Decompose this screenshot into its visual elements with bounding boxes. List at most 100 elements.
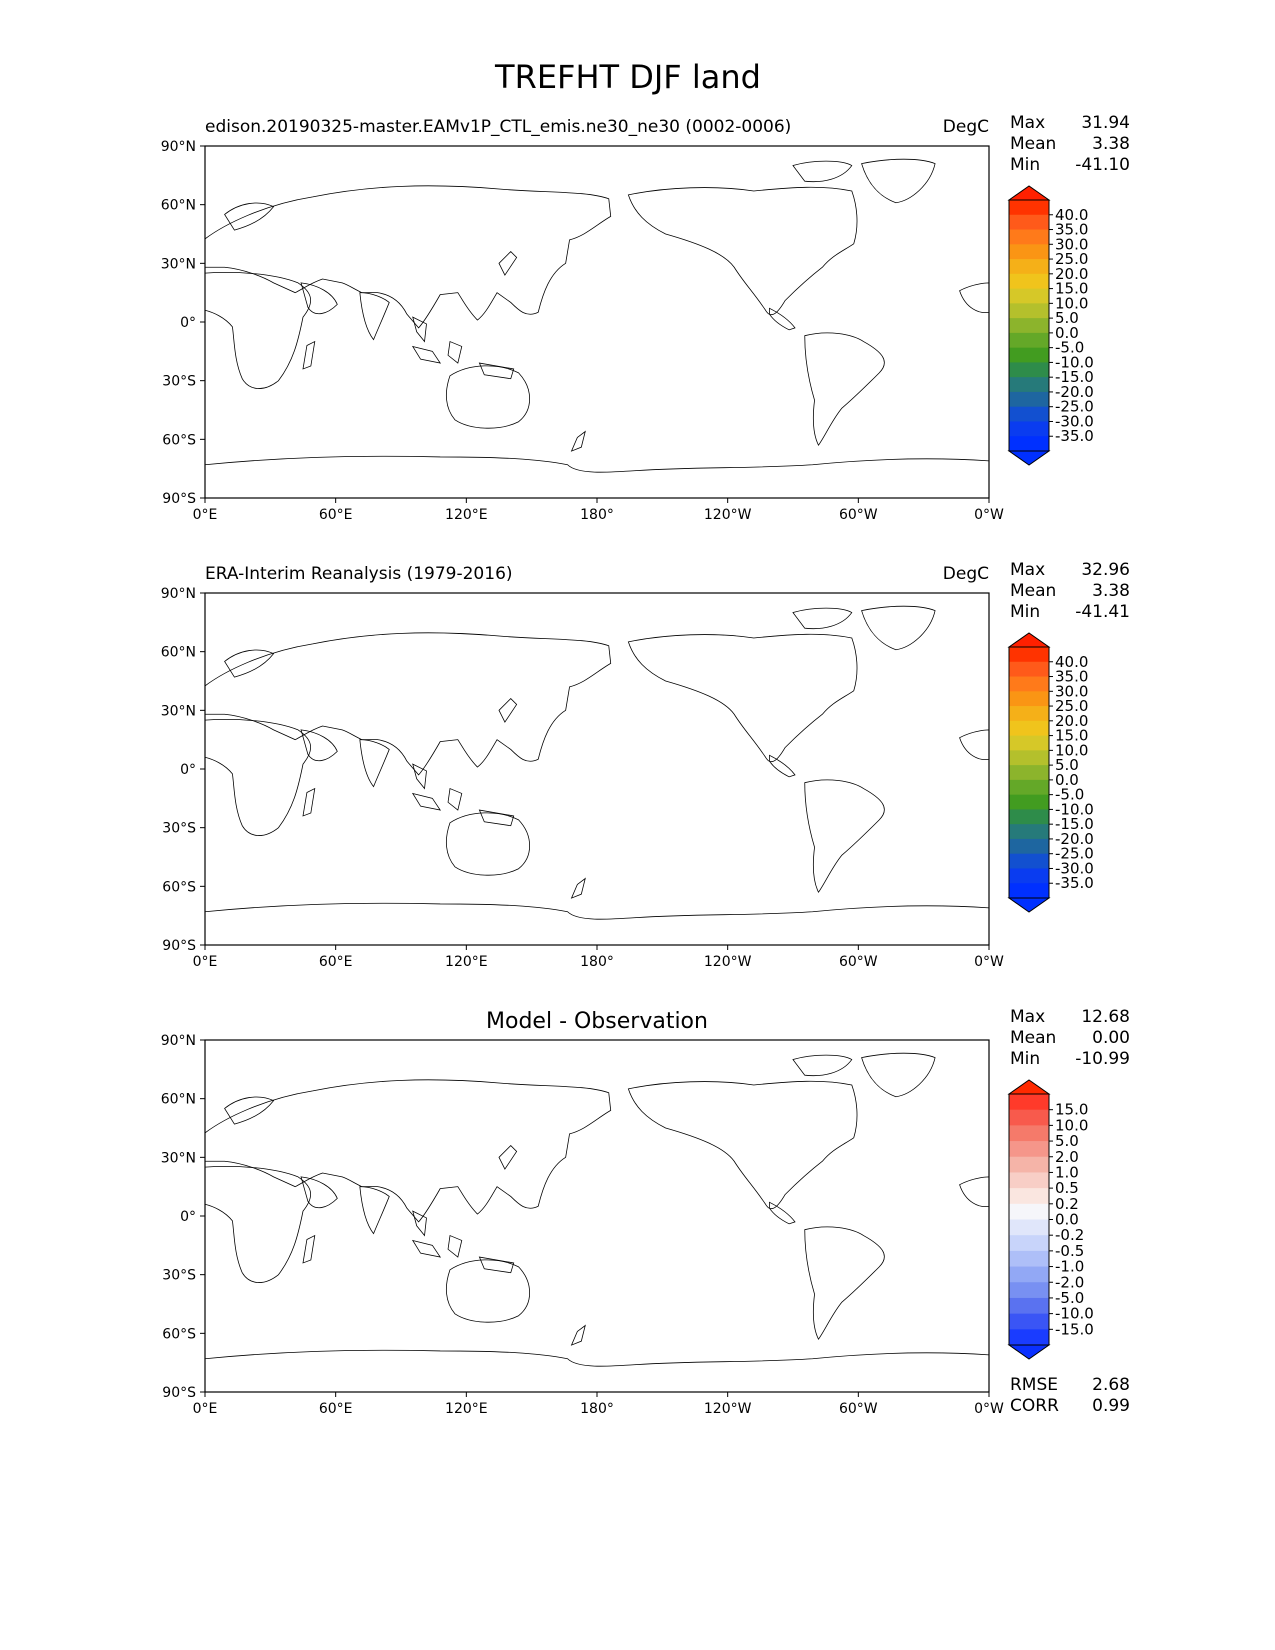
colorbar-tick-label: 15.0 [1055,727,1088,745]
colorbar-segment [1009,1250,1049,1268]
panel-model: edison.20190325-master.EAMv1P_CTL_emis.n… [161,113,1130,523]
colorbar-segment [1009,318,1049,334]
metric-corr-value: 0.99 [1092,1396,1130,1416]
colorbar-segment [1009,1219,1049,1236]
colorbar-segment [1009,691,1049,707]
colorbar-segment [1009,706,1049,722]
colorbar-tick-label: -20.0 [1055,383,1094,401]
stat-mean-value: 0.00 [1092,1028,1130,1048]
lon-tick-label: 180° [580,954,614,970]
metric-rmse-value: 2.68 [1092,1375,1130,1395]
colorbar-over-extension [1007,632,1051,648]
colorbar-segment [1009,1235,1049,1252]
colorbar-segment [1009,436,1049,452]
colorbar-frame [1008,199,1050,452]
colorbar-segment [1009,377,1049,393]
colorbar-segment [1009,288,1049,304]
colorbar-tick-label: 0.5 [1055,1179,1079,1197]
colorbar-tick-label: 0.2 [1055,1195,1079,1213]
colorbar-under-extension [1007,1344,1051,1360]
colorbar-tick-label: 5.0 [1055,756,1079,774]
colorbar-segment [1009,868,1049,884]
colorbar-tick-label: -0.5 [1055,1242,1084,1260]
map-background [205,593,989,945]
lat-tick-label: 90°N [161,586,196,602]
colorbar-segment [1009,1156,1049,1173]
colorbar-segment [1009,214,1049,231]
lat-tick-label: 30°S [162,374,196,390]
panel-units-label: DegC [943,564,989,584]
lon-tick-label: 60°E [319,1401,353,1417]
lon-tick-label: 0°W [974,507,1004,523]
lon-tick-label: 120°W [704,954,752,970]
colorbar-tick-label: -1.0 [1055,1258,1084,1276]
stat-min-label: Min [1010,602,1040,622]
lon-tick-label: 0°W [974,954,1004,970]
colorbar-tick-label: 10.0 [1055,294,1088,312]
colorbar-tick-label: 0.0 [1055,771,1079,789]
colorbar-tick-label: 20.0 [1055,265,1088,283]
panel-left-label: ERA-Interim Reanalysis (1979-2016) [205,564,513,584]
colorbar-tick-label: -15.0 [1055,1320,1094,1338]
stat-mean-label: Mean [1010,134,1056,154]
colorbar-tick-label: -15.0 [1055,368,1094,386]
colorbar-tick-label: -30.0 [1055,412,1094,430]
lon-tick-label: 0°E [193,1401,218,1417]
colorbar-tick-label: -0.2 [1055,1226,1084,1244]
colorbar-segment [1009,1313,1049,1330]
panel-units-label: DegC [943,117,989,137]
colorbar-segment [1009,809,1049,825]
lat-tick-label: 60°N [161,198,196,214]
colorbar-tick-label: 40.0 [1055,206,1088,224]
lon-tick-label: 0°W [974,1401,1004,1417]
lat-tick-label: 60°N [161,645,196,661]
colorbar-segment [1009,259,1049,275]
colorbar-tick-label: 25.0 [1055,250,1088,268]
stat-min-value: -41.41 [1075,602,1130,622]
colorbar-tick-label: 25.0 [1055,697,1088,715]
panel-title: Model - Observation [486,1009,708,1034]
colorbar-segment [1009,1329,1049,1346]
colorbar-tick-label: -5.0 [1055,339,1084,357]
colorbar-tick-label: 2.0 [1055,1148,1079,1166]
colorbar-segment [1009,303,1049,319]
colorbar-tick-label: -35.0 [1055,427,1094,445]
colorbar-over-extension [1007,185,1051,201]
stat-mean-label: Mean [1010,1028,1056,1048]
lat-tick-label: 90°N [161,139,196,155]
colorbar-tick-label: 30.0 [1055,682,1088,700]
stat-max-label: Max [1010,1007,1045,1027]
stat-max-value: 32.96 [1081,560,1130,580]
lon-tick-label: 180° [580,507,614,523]
colorbar-frame [1008,646,1050,899]
colorbar-segment [1009,421,1049,437]
lon-tick-label: 0°E [193,954,218,970]
colorbar-segment [1009,273,1049,290]
colorbar-segment [1009,1109,1049,1126]
lat-tick-label: 30°S [162,821,196,837]
stat-max-label: Max [1010,560,1045,580]
colorbar-segment [1009,765,1049,781]
panel-left-label: edison.20190325-master.EAMv1P_CTL_emis.n… [205,117,791,137]
stat-min-value: -10.99 [1075,1049,1130,1069]
colorbar-tick-label: 5.0 [1055,309,1079,327]
colorbar-segment [1009,1172,1049,1189]
colorbar-under-extension [1007,897,1051,913]
colorbar-tick-label: -35.0 [1055,874,1094,892]
lat-tick-label: 30°N [161,256,196,272]
colorbar-tick-label: 40.0 [1055,653,1088,671]
colorbar-tick-label: 15.0 [1055,280,1088,298]
map-area [205,1040,989,1392]
lat-tick-label: 30°N [161,1150,196,1166]
lon-tick-label: 0°E [193,507,218,523]
colorbar-segment [1009,1188,1049,1205]
lat-tick-label: 90°N [161,1033,196,1049]
colorbar-over-extension [1007,1079,1051,1095]
map-area [205,146,989,498]
colorbar-segment [1009,735,1049,751]
colorbar-tick-label: 1.0 [1055,1163,1079,1181]
lon-tick-label: 120°E [445,507,488,523]
lat-tick-label: 60°S [162,1326,196,1342]
